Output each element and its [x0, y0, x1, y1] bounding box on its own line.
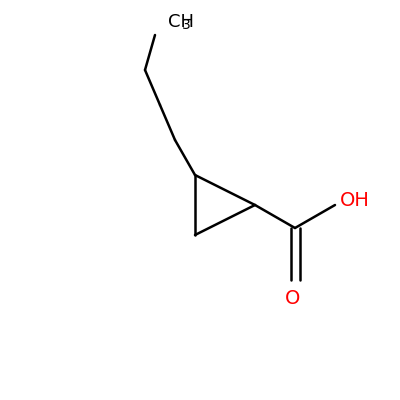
Text: O: O [285, 288, 301, 308]
Text: CH: CH [168, 13, 194, 31]
Text: 3: 3 [182, 18, 191, 32]
Text: OH: OH [340, 190, 370, 210]
